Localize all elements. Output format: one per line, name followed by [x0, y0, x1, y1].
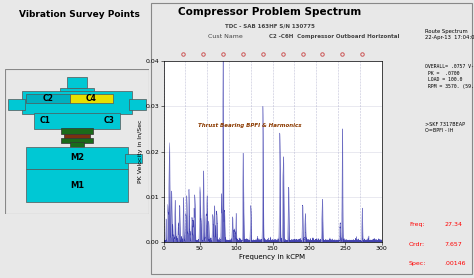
Text: Vibration Survey Points: Vibration Survey Points [19, 10, 140, 19]
Text: TDC - SAB 163HF S/N 130775: TDC - SAB 163HF S/N 130775 [225, 24, 314, 29]
Text: C4: C4 [86, 94, 97, 103]
Text: M1: M1 [70, 181, 84, 190]
Bar [64, 133, 90, 138]
Text: Ordr:: Ordr: [409, 242, 425, 247]
Text: Cust Name: Cust Name [208, 34, 243, 39]
Text: C2: C2 [43, 94, 54, 103]
Bar [125, 154, 142, 163]
Text: 27.34: 27.34 [445, 222, 463, 227]
Bar [61, 128, 93, 134]
Text: Freq:: Freq: [409, 222, 425, 227]
Text: C1: C1 [40, 116, 51, 125]
Bar [70, 142, 84, 147]
Text: >SKF 7317BEAP
O=BPFI - IH: >SKF 7317BEAP O=BPFI - IH [425, 122, 465, 133]
Text: 7.657: 7.657 [445, 242, 463, 247]
FancyBboxPatch shape [27, 147, 128, 169]
Bar [8, 99, 25, 110]
Text: M2: M2 [70, 153, 84, 162]
Text: Route Spectrum
22-Apr-13  17:04:03: Route Spectrum 22-Apr-13 17:04:03 [425, 29, 474, 40]
Text: Thrust Bearing BPFI & Harmonics: Thrust Bearing BPFI & Harmonics [199, 123, 302, 128]
Text: .00146: .00146 [445, 261, 466, 266]
Text: C3: C3 [103, 116, 114, 125]
Text: Compressor Problem Spectrum: Compressor Problem Spectrum [178, 7, 361, 17]
Bar [129, 99, 146, 110]
Bar [27, 94, 70, 103]
Bar [60, 88, 94, 93]
X-axis label: Frequency in kCPM: Frequency in kCPM [239, 254, 306, 260]
Bar [61, 138, 93, 143]
Text: Spec:: Spec: [409, 261, 427, 266]
FancyBboxPatch shape [34, 113, 120, 129]
FancyBboxPatch shape [22, 91, 132, 114]
Text: OVERALL= .0757 V-DG
 PK =  .0700
 LOAD = 100.0
 RPM = 3570. (59.50 Hz): OVERALL= .0757 V-DG PK = .0700 LOAD = 10… [425, 64, 474, 89]
FancyBboxPatch shape [27, 169, 128, 202]
Bar [70, 94, 113, 103]
Bar [67, 77, 87, 88]
Y-axis label: PK Velocity in In/Sec: PK Velocity in In/Sec [138, 120, 143, 183]
Text: C2 -C6H  Compressor Outboard Horizontal: C2 -C6H Compressor Outboard Horizontal [269, 34, 400, 39]
